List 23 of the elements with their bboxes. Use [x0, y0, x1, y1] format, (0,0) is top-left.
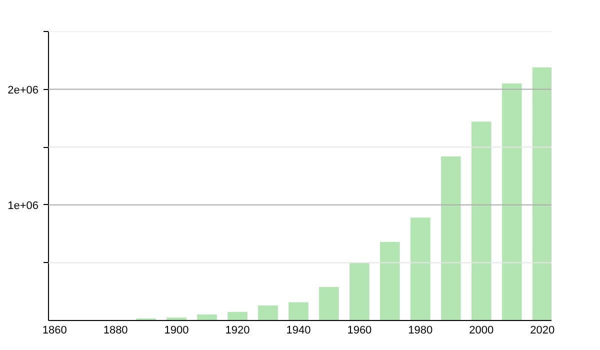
bar — [350, 262, 370, 320]
bar — [410, 218, 430, 320]
x-tick-label: 1900 — [164, 324, 189, 336]
x-tick-label: 1860 — [42, 324, 67, 336]
bar — [258, 305, 278, 320]
x-tick-label: 2020 — [530, 324, 555, 336]
bar — [502, 84, 522, 320]
bar — [471, 122, 492, 320]
bar — [532, 67, 552, 320]
bar — [440, 156, 461, 320]
y-tick-label: 2e+06 — [8, 84, 39, 96]
bar — [197, 314, 217, 320]
x-tick-label: 2000 — [469, 324, 494, 336]
bar — [288, 302, 308, 320]
bar — [380, 242, 400, 320]
bar — [319, 286, 339, 320]
x-tick-label: 1920 — [225, 324, 250, 336]
x-tick-label: 1880 — [103, 324, 128, 336]
x-tick-label: 1940 — [286, 324, 311, 336]
bar — [228, 312, 248, 320]
y-tick-label: 1e+06 — [8, 200, 39, 212]
x-tick-label: 1960 — [347, 324, 372, 336]
x-tick-label: 1980 — [408, 324, 433, 336]
